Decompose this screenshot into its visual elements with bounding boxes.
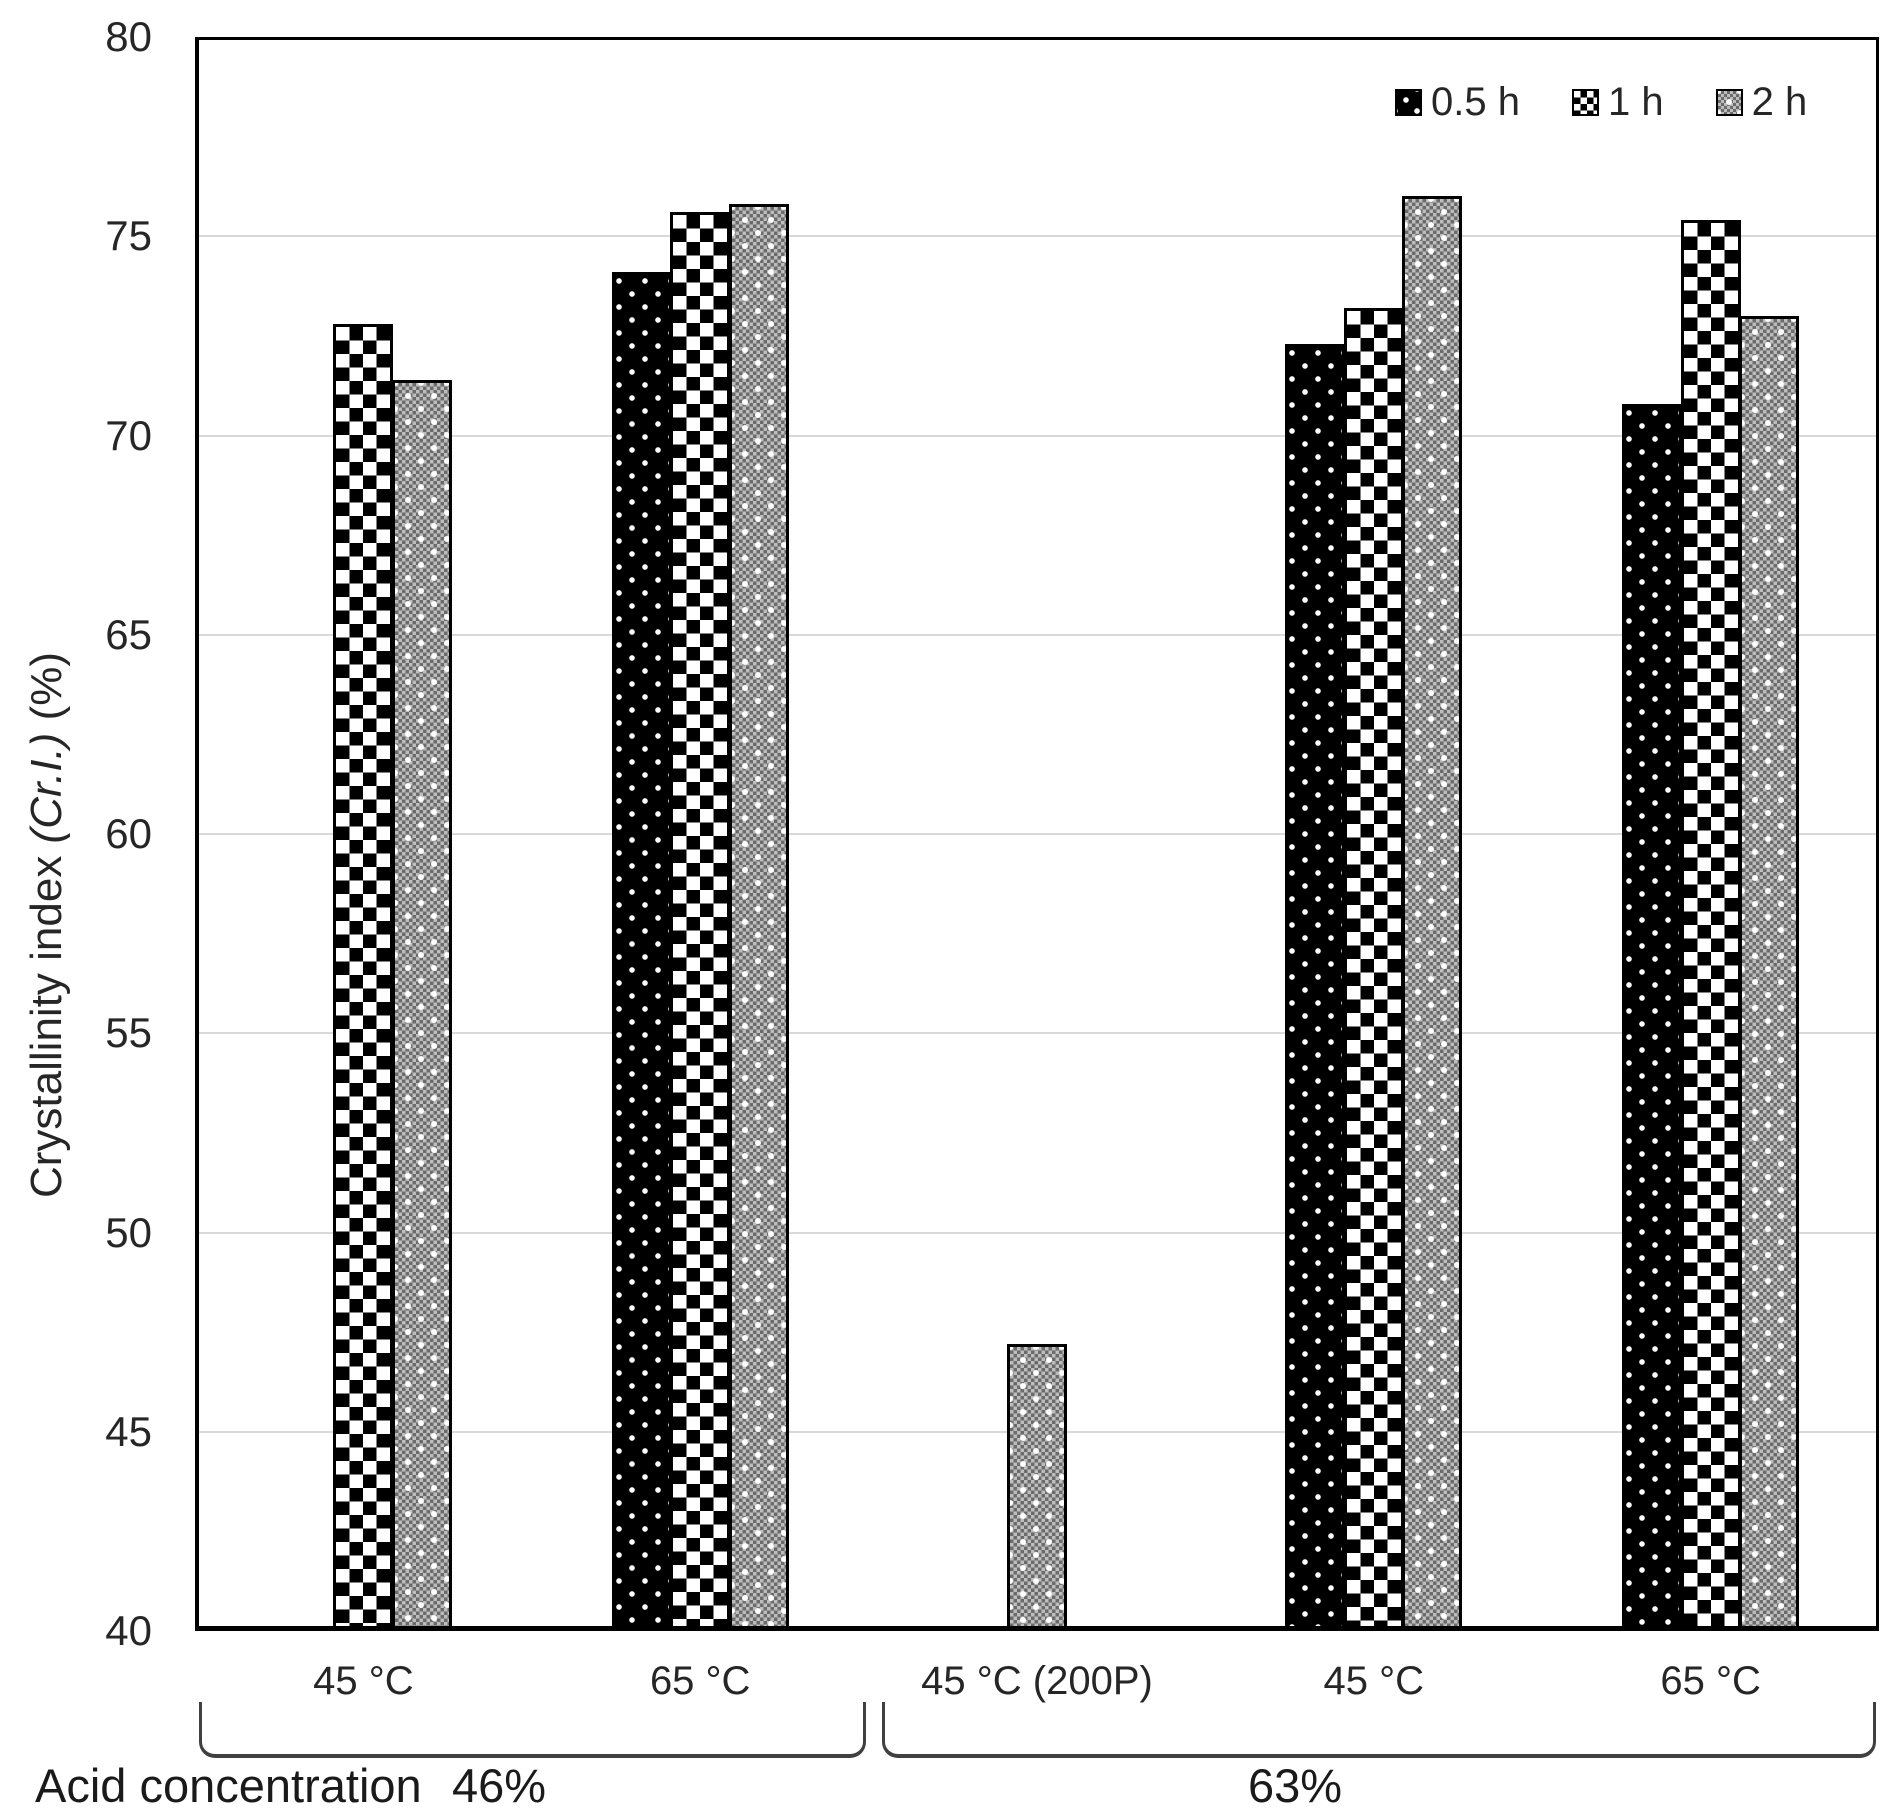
gridline-y-50: [195, 1231, 1879, 1234]
bar-65-c-2h: [728, 204, 789, 1631]
bar-45-c-2h: [1402, 196, 1463, 1631]
y-tick-label-70: 70: [105, 411, 152, 459]
bar-65-c-0.5h: [611, 272, 672, 1631]
y-tick-label-45: 45: [105, 1407, 152, 1455]
gridline-y-65: [195, 633, 1879, 636]
legend-swatch-0.5h: [1395, 88, 1422, 116]
gridline-y-75: [195, 235, 1879, 238]
category-label-0: 45 °C: [313, 1659, 414, 1703]
bar-45-c-2h: [392, 379, 452, 1631]
legend-item-0.5h: 0.5 h: [1395, 82, 1520, 122]
legend-label-1h: 1 h: [1607, 80, 1664, 124]
y-tick-label-60: 60: [105, 810, 152, 857]
y-tick-label-55: 55: [105, 1009, 152, 1057]
category-label-1: 65 °C: [649, 1659, 751, 1703]
category-label-2: 45 °C (200P): [921, 1659, 1153, 1703]
y-tick-label-40: 40: [105, 1607, 152, 1654]
category-label-3: 45 °C: [1323, 1659, 1425, 1703]
legend-label-0.5h: 0.5 h: [1431, 80, 1520, 124]
plot-area: [195, 37, 1879, 1631]
y-tick-label-75: 75: [105, 212, 152, 260]
bar-45-c-0.5h: [1285, 343, 1346, 1631]
conc-63-label: 63%: [1248, 1759, 1343, 1812]
bar-65-c-1h: [1680, 220, 1741, 1631]
legend-label-2h: 2 h: [1751, 80, 1808, 124]
bar-65-c-1h: [670, 212, 731, 1631]
legend-swatch-1h: [1571, 88, 1599, 116]
y-tick-label-50: 50: [105, 1208, 152, 1256]
y-tick-label-65: 65: [105, 610, 152, 658]
bar-45-c-200p--2h: [1007, 1344, 1067, 1631]
y-tick-label-80: 80: [105, 13, 152, 60]
gridline-y-70: [195, 434, 1879, 437]
bracket-46-percent: [199, 1702, 866, 1758]
bar-45-c-1h: [333, 323, 394, 1631]
legend-swatch-2h: [1715, 88, 1743, 116]
gridline-y-60: [195, 833, 1879, 835]
conc-46-label: 46%: [452, 1759, 547, 1812]
y-axis-title-post: (%): [22, 652, 71, 733]
legend-item-1h: 1 h: [1571, 80, 1664, 124]
bar-65-c-0.5h: [1622, 403, 1682, 1631]
category-label-4: 65 °C: [1660, 1659, 1761, 1703]
bracket-63-percent: [882, 1702, 1876, 1758]
bar-65-c-2h: [1739, 315, 1800, 1631]
legend-item-2h: 2 h: [1715, 80, 1808, 124]
legend: 0.5 h 1 h 2 h: [1395, 80, 1807, 124]
acid-concentration-label: Acid concentration: [35, 1759, 422, 1812]
gridline-y-55: [195, 1032, 1879, 1035]
bar-45-c-1h: [1343, 307, 1404, 1631]
